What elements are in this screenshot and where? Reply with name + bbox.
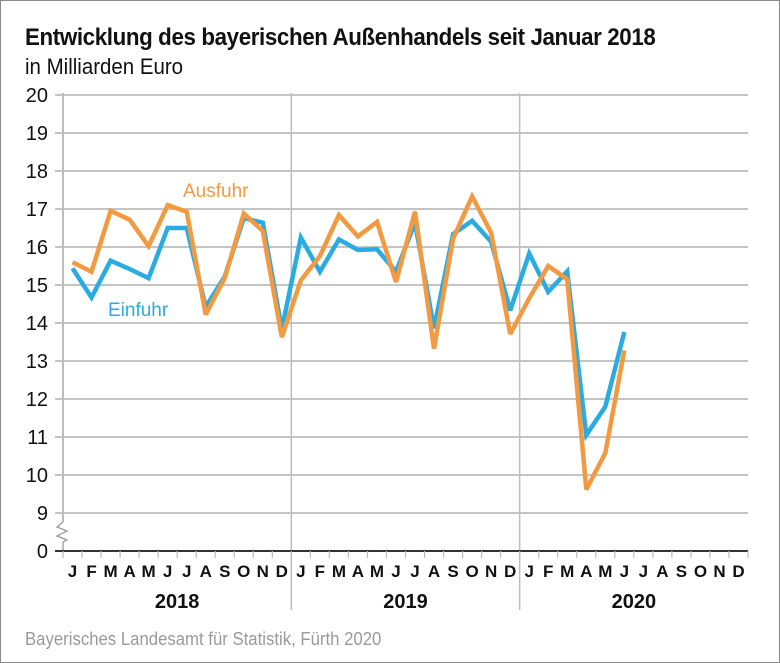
month-label: J [68, 562, 77, 581]
month-label: F [86, 562, 96, 581]
axes [55, 93, 748, 552]
month-label: D [732, 562, 744, 581]
series-lines [70, 191, 627, 491]
y-tick-label: 14 [26, 313, 48, 335]
month-label: F [315, 562, 325, 581]
series-line-ausfuhr [71, 191, 627, 491]
series-label-einfuhr: Einfuhr [108, 300, 169, 321]
month-label: N [485, 562, 497, 581]
y-tick-label: 16 [26, 237, 48, 259]
month-label: N [257, 562, 269, 581]
year-label: 2018 [155, 591, 200, 613]
month-label: J [410, 562, 419, 581]
gridlines [55, 94, 748, 514]
month-label: J [620, 562, 629, 581]
y-tick-label-zero: 0 [37, 541, 48, 563]
y-tick-label: 10 [26, 465, 48, 487]
month-label: O [237, 562, 250, 581]
month-label: D [504, 562, 516, 581]
month-label: M [103, 562, 117, 581]
y-tick-label: 19 [26, 123, 48, 145]
chart-title: Entwicklung des bayerischen Außenhandels… [25, 24, 656, 51]
month-label: S [447, 562, 458, 581]
month-label: M [142, 562, 156, 581]
y-tick-label: 15 [26, 275, 48, 297]
month-label: A [200, 562, 212, 581]
y-tick-label: 9 [37, 503, 48, 525]
y-tick-label: 18 [26, 161, 48, 183]
chart-subtitle: in Milliarden Euro [25, 54, 184, 79]
month-label: A [352, 562, 364, 581]
month-label: A [123, 562, 135, 581]
month-label: M [370, 562, 384, 581]
month-label: J [639, 562, 648, 581]
month-label: M [332, 562, 346, 581]
series-label-ausfuhr: Ausfuhr [183, 181, 249, 202]
year-dividers [290, 93, 521, 610]
y-axis-ticks: 9 10 11 12 13 14 15 16 17 18 19 20 0 [26, 85, 48, 563]
source-note: Bayerisches Landesamt für Statistik, Für… [25, 629, 382, 649]
y-tick-label: 20 [26, 85, 48, 107]
y-tick-label: 17 [26, 199, 48, 221]
month-label: O [465, 562, 478, 581]
month-label: N [713, 562, 725, 581]
month-label: S [219, 562, 230, 581]
month-label: J [163, 562, 172, 581]
year-label: 2020 [612, 591, 657, 613]
month-label: F [543, 562, 553, 581]
y-tick-label: 13 [26, 351, 48, 373]
month-label: M [560, 562, 574, 581]
month-label: A [428, 562, 440, 581]
axis-break-icon [55, 521, 69, 543]
month-label: J [391, 562, 400, 581]
month-label: A [656, 562, 668, 581]
month-label: J [296, 562, 305, 581]
x-axis-ticks: J F M A M J J A S O N D J F M A M J J A S O N D J F M A M J J A S O N D2018… [62, 551, 749, 613]
month-label: J [524, 562, 533, 581]
month-label: S [676, 562, 687, 581]
month-label: O [694, 562, 707, 581]
y-tick-label: 12 [26, 389, 48, 411]
y-tick-label: 11 [27, 427, 48, 449]
series-line-einfuhr [70, 215, 627, 442]
month-label: J [182, 562, 191, 581]
month-label: M [598, 562, 612, 581]
month-label: D [276, 562, 288, 581]
year-label: 2019 [383, 591, 428, 613]
month-label: A [580, 562, 592, 581]
